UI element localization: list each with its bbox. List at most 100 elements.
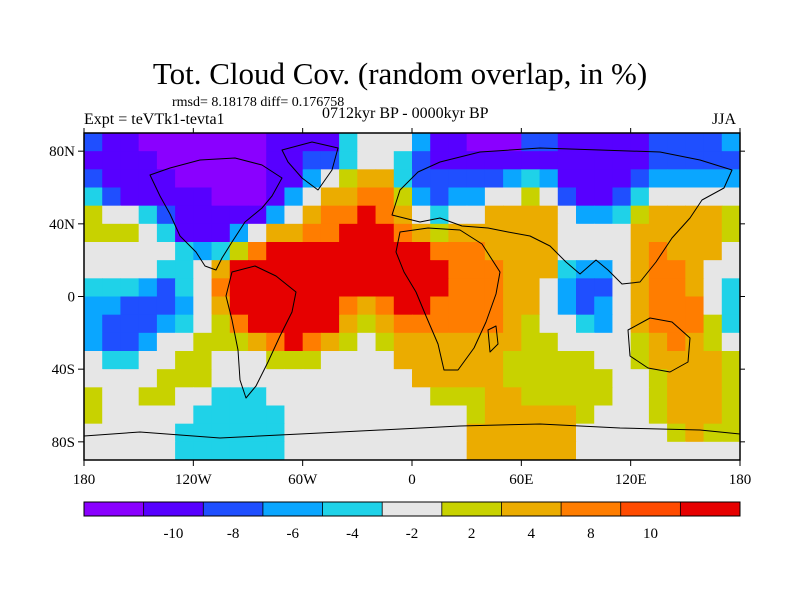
field-cell [503, 423, 522, 443]
x-tick-label: 120E [615, 472, 647, 488]
field-cell [211, 441, 231, 460]
field-cell [284, 369, 304, 388]
field-cell [576, 314, 595, 334]
field-cell [175, 133, 194, 152]
field-cell [648, 242, 668, 261]
field-cell [612, 205, 632, 225]
field-cell [521, 242, 541, 261]
field-cell [576, 332, 595, 352]
field-cell [539, 187, 559, 207]
field-cell [393, 242, 413, 261]
field-cell [576, 169, 595, 189]
field-cell [557, 223, 577, 243]
field-cell [393, 369, 413, 388]
field-cell [357, 187, 377, 207]
field-cell [138, 205, 158, 225]
field-cell [375, 223, 395, 243]
field-cell [84, 314, 103, 334]
field-cell [175, 223, 194, 243]
field-cell [557, 405, 577, 425]
field-cell [612, 187, 632, 207]
field-cell [539, 423, 559, 443]
field-cell [193, 405, 213, 425]
field-cell [375, 405, 395, 425]
field-cell [193, 314, 213, 334]
field-cell [667, 205, 686, 225]
field-cell [84, 296, 103, 316]
field-cell [685, 369, 705, 388]
field-cell [302, 296, 322, 316]
field-cell [539, 169, 559, 189]
field-cell [594, 260, 614, 279]
field-cell [375, 296, 395, 316]
field-cell [466, 314, 486, 334]
field-cell [84, 441, 103, 460]
field-cell [266, 242, 286, 261]
field-cell [539, 278, 559, 298]
field-cell [229, 151, 249, 170]
field-cell [539, 260, 559, 279]
field-cell [84, 423, 103, 443]
field-cell [539, 242, 559, 261]
field-cell [521, 278, 541, 298]
field-cell [175, 351, 194, 370]
field-cell [302, 187, 322, 207]
field-cell [466, 278, 486, 298]
field-cell [339, 133, 358, 152]
field-cell [557, 296, 577, 316]
field-cell [703, 314, 723, 334]
field-cell [539, 332, 559, 352]
field-cell [211, 133, 231, 152]
field-cell [193, 387, 213, 407]
field-cell [102, 387, 122, 407]
field-cell [594, 441, 614, 460]
field-cell [466, 423, 486, 443]
field-cell [266, 405, 286, 425]
field-cell [229, 187, 249, 207]
field-cell [612, 314, 632, 334]
field-cell [412, 441, 431, 460]
field-cell [266, 278, 286, 298]
field-cell [320, 242, 340, 261]
colorbar-label: -4 [346, 526, 359, 542]
field-cell [448, 423, 468, 443]
field-cell [248, 423, 267, 443]
field-cell [430, 332, 450, 352]
field-cell [466, 133, 486, 152]
field-cell [248, 351, 267, 370]
field-cell [539, 387, 559, 407]
field-cell [138, 151, 158, 170]
field-cell [648, 387, 668, 407]
field-cell [612, 151, 632, 170]
field-cell [412, 242, 431, 261]
field-cell [412, 423, 431, 443]
field-cell [84, 387, 103, 407]
colorbar-swatch [203, 502, 264, 516]
field-cell [193, 369, 213, 388]
field-cell [685, 278, 705, 298]
field-cell [448, 151, 468, 170]
field-cell [229, 405, 249, 425]
field-cell [393, 205, 413, 225]
field-cell [339, 151, 358, 170]
field-cell [357, 151, 377, 170]
field-cell [412, 169, 431, 189]
field-cell [503, 187, 522, 207]
field-cell [430, 260, 450, 279]
field-cell [557, 351, 577, 370]
field-cell [630, 423, 650, 443]
field-cell [576, 187, 595, 207]
field-cell [557, 387, 577, 407]
field-cell [84, 332, 103, 352]
field-cell [667, 260, 686, 279]
field-cell [576, 223, 595, 243]
field-cell [630, 332, 650, 352]
field-cell [302, 332, 322, 352]
field-cell [284, 423, 304, 443]
field-cell [211, 423, 231, 443]
field-cell [448, 205, 468, 225]
field-cell [503, 278, 522, 298]
field-cell [211, 387, 231, 407]
field-cell [521, 369, 541, 388]
field-cell [120, 351, 140, 370]
